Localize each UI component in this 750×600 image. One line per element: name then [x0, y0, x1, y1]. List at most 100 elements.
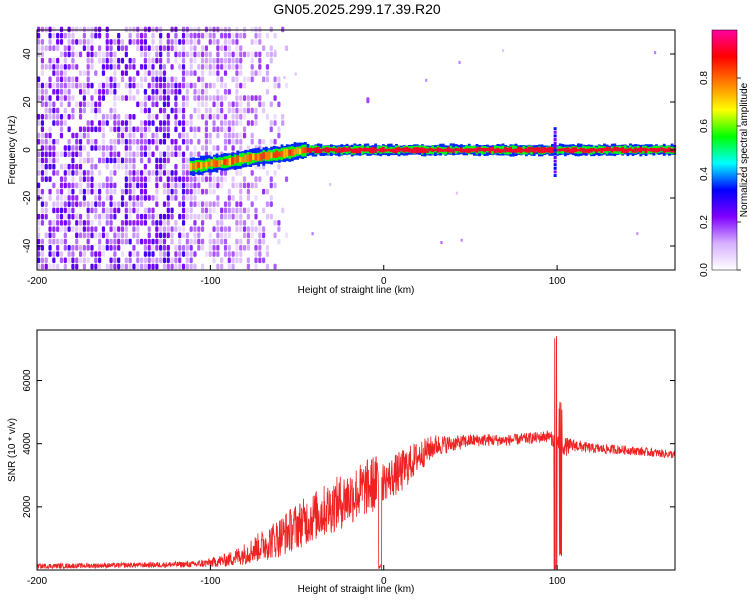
heatmap-signal-cell: [244, 154, 247, 163]
heatmap-cell: [185, 39, 189, 45]
heatmap-signal-cell: [470, 148, 474, 152]
heatmap-cell: [124, 182, 128, 189]
heatmap-cell: [147, 57, 151, 64]
heatmap-cell: [216, 107, 220, 114]
heatmap-cell: [235, 138, 239, 145]
heatmap-cell: [71, 64, 75, 70]
heatmap-cell: [109, 76, 113, 83]
heatmap-cell: [170, 226, 174, 232]
heatmap-cell: [120, 132, 125, 139]
heatmap-cell: [151, 57, 155, 64]
heatmap-cell: [220, 213, 224, 220]
heatmap-cell: [151, 101, 155, 108]
heatmap-cell: [67, 114, 71, 120]
heatmap-cell: [128, 151, 132, 158]
heatmap-signal-cell: [444, 148, 448, 152]
heatmap-cell: [151, 257, 155, 264]
heatmap-cell: [155, 213, 159, 220]
heatmap-cell: [231, 145, 235, 151]
heatmap-cell: [124, 120, 128, 126]
heatmap-cell: [235, 89, 239, 95]
heatmap-cell: [181, 101, 186, 108]
heatmap-cell: [220, 120, 224, 126]
heatmap-cell: [258, 70, 262, 76]
heatmap-cell: [250, 57, 254, 64]
heatmap-cell: [223, 26, 228, 33]
heatmap-cell: [113, 201, 117, 207]
heatmap-cell: [67, 220, 71, 226]
heatmap-cell: [132, 176, 136, 182]
heatmap-cell: [40, 157, 45, 164]
heatmap-cell: [128, 64, 132, 70]
heatmap-cell: [231, 132, 235, 139]
heatmap-cell: [136, 138, 140, 145]
heatmap-cell: [216, 64, 220, 70]
heatmap-cell: [162, 257, 167, 264]
heatmap-cell: [67, 213, 71, 220]
heatmap-signal-cell: [545, 147, 549, 153]
heatmap-cell: [63, 201, 67, 207]
heatmap-cell: [242, 32, 247, 39]
heatmap-signal-cell: [238, 157, 242, 163]
heatmap-cell: [101, 114, 106, 120]
heatmap-cell: [189, 238, 193, 245]
heatmap-cell: [105, 151, 109, 158]
heatmap-signal-cell: [277, 151, 281, 157]
heatmap-cell: [208, 188, 212, 195]
heatmap-cell: [90, 245, 94, 251]
heatmap-cell: [82, 251, 86, 257]
heatmap-cell: [170, 138, 174, 145]
heatmap-cell: [197, 213, 201, 220]
heatmap-cell: [151, 138, 155, 145]
heatmap-cell: [269, 138, 273, 145]
heatmap-cell: [254, 32, 258, 39]
heatmap-cell: [208, 95, 212, 101]
heatmap-signal-cell: [402, 147, 406, 153]
heatmap-cell: [139, 101, 144, 108]
heatmap-cell: [143, 51, 147, 58]
heatmap-cell: [59, 182, 64, 189]
heatmap-cell: [136, 39, 140, 45]
heatmap-cell: [262, 101, 266, 108]
heatmap-spike-cell: [553, 163, 557, 167]
heatmap-cell: [265, 245, 270, 251]
heatmap-spike-cell: [553, 134, 557, 138]
heatmap-cell: [136, 126, 140, 133]
heatmap-cell: [94, 207, 98, 214]
heatmap-cell: [40, 220, 45, 226]
heatmap-cell: [201, 220, 205, 226]
heatmap-cell: [120, 138, 125, 145]
heatmap-cell: [425, 78, 428, 82]
heatmap-signal-cell: [519, 147, 523, 154]
heatmap-cell: [178, 238, 182, 245]
heatmap-cell: [178, 226, 182, 232]
heatmap-cell: [189, 138, 193, 145]
heatmap-cell: [254, 207, 258, 214]
heatmap-cell: [193, 188, 197, 195]
heatmap-cell: [258, 238, 262, 245]
heatmap-cell: [189, 151, 193, 158]
heatmap-signal-cell: [311, 148, 315, 152]
heatmap-cell: [56, 120, 60, 126]
heatmap-cell: [147, 170, 151, 176]
heatmap-cell: [44, 26, 48, 33]
heatmap-cell: [117, 201, 121, 207]
heatmap-cell: [166, 232, 170, 239]
heatmap-cell: [181, 107, 186, 114]
heatmap-cell: [223, 120, 228, 126]
heatmap-spike-cell: [553, 148, 557, 152]
heatmap-cell: [178, 182, 182, 189]
heatmap-cell: [231, 126, 235, 133]
heatmap-cell: [212, 39, 216, 45]
heatmap-cell: [208, 32, 212, 39]
heatmap-signal-cell: [215, 160, 219, 168]
heatmap-cell: [147, 226, 151, 232]
heatmap-cell: [40, 70, 45, 76]
heatmap-cell: [48, 157, 52, 164]
heatmap-cell: [246, 101, 250, 108]
heatmap-cell: [174, 226, 178, 232]
heatmap-cell: [82, 45, 86, 51]
heatmap-signal-cell: [457, 148, 461, 152]
heatmap-cell: [132, 82, 136, 89]
heatmap-cell: [193, 213, 197, 220]
